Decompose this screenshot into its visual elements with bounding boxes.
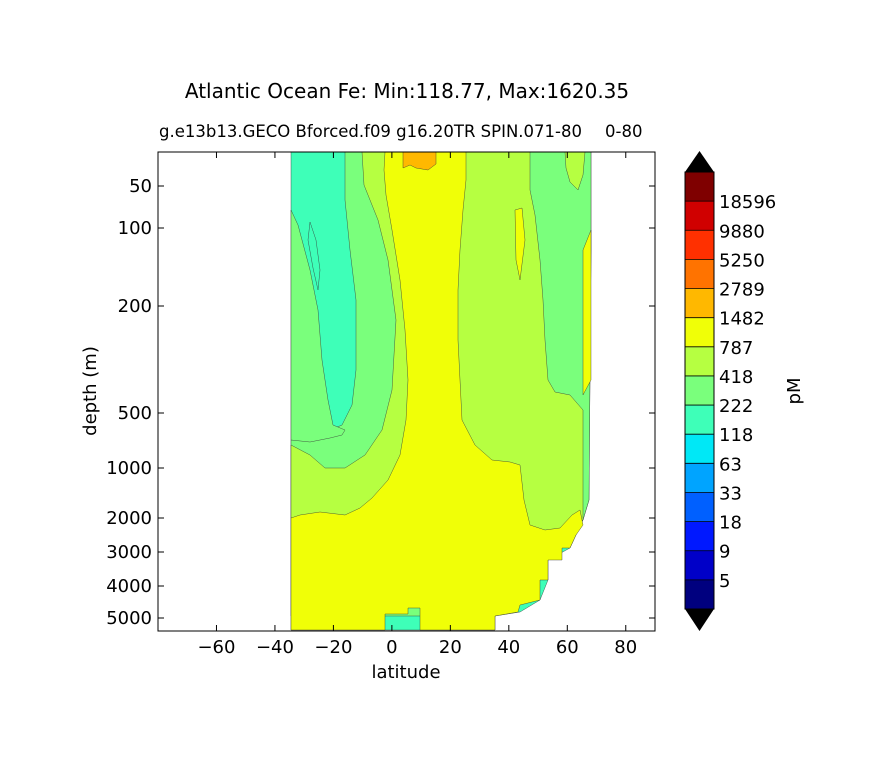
colorbar-frame (684, 171, 715, 610)
y-tick-label: 100 (118, 218, 152, 239)
colorbar-swatch (685, 172, 714, 202)
y-tick-label: 5000 (106, 608, 152, 629)
contour-band-orange (402, 151, 437, 171)
chart-title: Atlantic Ocean Fe: Min:118.77, Max:1620.… (185, 79, 629, 103)
colorbar-swatch (685, 550, 714, 580)
colorbar-tick-label: 18 (719, 513, 742, 534)
contour-field (290, 151, 592, 631)
colorbar-tick-label: 222 (719, 396, 753, 417)
contour-band-lightgreen-south (290, 209, 346, 443)
colorbar-swatch (685, 288, 714, 318)
x-tick-label: −40 (256, 637, 294, 658)
chart-subtitle: g.e13b13.GECO Bforced.f09 g16.20TR SPIN.… (159, 122, 582, 141)
y-tick-label: 1000 (106, 458, 152, 479)
plot-area: −60 −40 −20 0 20 40 60 80 50 100 200 500 1000 2000 30… (80, 151, 656, 683)
colorbar-swatch (685, 375, 714, 406)
y-tick-label: 50 (129, 176, 152, 197)
y-axis-label: depth (m) (80, 346, 101, 436)
y-tick-label: 2000 (106, 508, 152, 529)
colorbar-tick-label: 33 (719, 483, 742, 504)
colorbar-swatch (685, 434, 714, 464)
colorbar-swatch (685, 405, 714, 435)
x-tick-label: −60 (197, 637, 235, 658)
colorbar: 5 9 18 33 63 118 222 418 787 1482 2789 5250 9880 1859… (684, 151, 776, 631)
colorbar-tick-label: 5 (719, 571, 730, 592)
colorbar-swatch (685, 579, 714, 609)
colorbar-tick-label: 9880 (719, 221, 765, 242)
plot-frame (157, 151, 656, 632)
colorbar-tick-label: 118 (719, 425, 753, 446)
colorbar-tick-label: 2789 (719, 280, 765, 301)
x-tick-label: 60 (556, 637, 579, 658)
colorbar-swatch (685, 521, 714, 551)
x-axis-label: latitude (371, 662, 440, 683)
contour-detail-north-2 (514, 207, 526, 281)
colorbar-swatch (685, 463, 714, 493)
y-tick-label: 3000 (106, 542, 152, 563)
y-tick-label: 200 (118, 296, 152, 317)
colorbar-swatch (685, 317, 714, 347)
colorbar-tick-label: 1482 (719, 309, 765, 330)
colorbar-swatch (685, 346, 714, 376)
colorbar-swatch (685, 492, 714, 522)
x-tick-label: −20 (314, 637, 352, 658)
x-tick-label: 0 (386, 637, 397, 658)
contour-band-yellow (290, 151, 584, 631)
x-tick-label: 40 (497, 637, 520, 658)
colorbar-tick-label: 5250 (719, 250, 765, 271)
colorbar-tick-label: 418 (719, 367, 753, 388)
colorbar-swatch (685, 201, 714, 231)
y-tick-label: 4000 (106, 576, 152, 597)
colorbar-tick-label: 787 (719, 338, 753, 359)
colorbar-extend-max (685, 151, 714, 172)
colorbar-tick-label: 9 (719, 542, 730, 563)
colorbar-swatch (685, 259, 714, 289)
y-tick-label: 500 (118, 403, 152, 424)
contour-detail-west (307, 221, 321, 291)
x-axis: −60 −40 −20 0 20 40 60 80 (197, 152, 637, 658)
chart-subtitle-overlap: 0-80 (605, 122, 642, 141)
y-axis: 50 100 200 500 1000 2000 3000 4000 5000 (106, 176, 655, 629)
x-tick-label: 20 (439, 637, 462, 658)
colorbar-swatch (685, 230, 714, 260)
colorbar-tick-label: 63 (719, 454, 742, 475)
x-tick-label: 80 (614, 637, 637, 658)
contour-band-yellow-north (582, 229, 592, 396)
colorbar-label: pM (784, 378, 805, 405)
colorbar-extend-min (685, 609, 714, 631)
colorbar-tick-label: 18596 (719, 192, 776, 213)
